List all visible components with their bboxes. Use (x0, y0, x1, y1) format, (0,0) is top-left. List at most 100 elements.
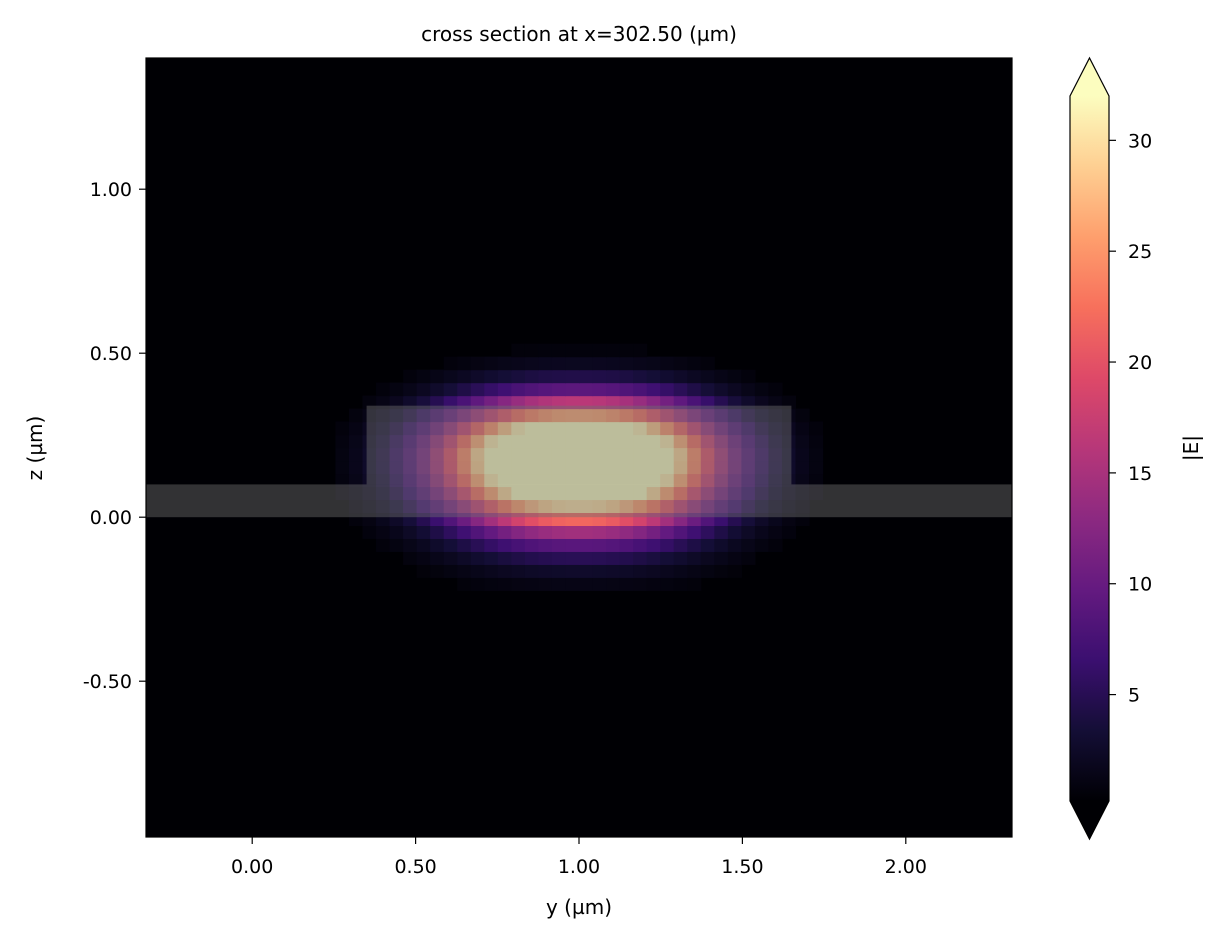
heatmap-cell (633, 538, 648, 552)
heatmap-cell (551, 525, 567, 539)
heatmap-cell (673, 512, 688, 526)
heatmap-cell (362, 421, 377, 436)
colorbar-tick-label: 10 (1128, 574, 1152, 596)
heatmap-cell (606, 551, 621, 565)
heatmap-cell (484, 421, 499, 436)
heatmap-cell (538, 499, 553, 514)
heatmap-cell (727, 395, 742, 410)
heatmap-cell (484, 369, 499, 384)
heatmap-cell (579, 473, 594, 488)
heatmap-cell (511, 538, 526, 552)
heatmap-cell (389, 382, 404, 397)
heatmap-cell (416, 395, 431, 410)
heatmap-cell (795, 512, 810, 526)
heatmap-cell (795, 473, 810, 488)
heatmap-cell (389, 421, 404, 436)
heatmap-cell (376, 408, 391, 423)
heatmap-cell (660, 564, 675, 578)
heatmap-cell (579, 434, 594, 449)
heatmap-cell (524, 486, 540, 501)
heatmap-cell (497, 499, 512, 514)
heatmap-cell (551, 538, 567, 552)
heatmap-cell (403, 408, 418, 423)
structure-rib (366, 405, 792, 485)
heatmap-cell (646, 551, 661, 565)
heatmap-cell (714, 369, 729, 384)
heatmap-cell (619, 382, 634, 397)
heatmap-cell (524, 421, 540, 436)
heatmap-cell (592, 538, 607, 552)
heatmap-cell (484, 434, 499, 449)
heatmap-cell (497, 382, 512, 397)
heatmap-cell (389, 486, 404, 501)
heatmap-cell (592, 434, 607, 449)
heatmap-cell (524, 460, 540, 475)
y-tick-label: 0.50 (90, 343, 132, 365)
heatmap-cell (768, 460, 783, 475)
plot-area (146, 58, 1012, 837)
heatmap-cell (579, 356, 594, 371)
heatmap-cell (335, 473, 350, 488)
heatmap-cell (538, 421, 553, 436)
heatmap-cell (768, 434, 783, 449)
heatmap-cell (376, 538, 391, 552)
heatmap-cell (754, 512, 770, 526)
heatmap-cell (470, 577, 485, 591)
heatmap-cell (714, 512, 729, 526)
heatmap-cell (565, 460, 580, 475)
heatmap-cell (700, 447, 715, 462)
heatmap-cell (687, 525, 702, 539)
heatmap-cell (714, 408, 729, 423)
heatmap-cell (389, 512, 404, 526)
heatmap-cell (714, 499, 729, 514)
heatmap-cell (457, 512, 472, 526)
y-tick-label: -0.50 (83, 671, 132, 693)
heatmap-cell (606, 408, 621, 423)
heatmap-cell (497, 421, 512, 436)
heatmap-cell (430, 551, 445, 565)
heatmap-cell (579, 408, 594, 423)
heatmap-cell (524, 577, 540, 591)
heatmap-cell (524, 564, 540, 578)
heatmap-cell (727, 421, 742, 436)
heatmap-cell (443, 408, 458, 423)
heatmap-cell (457, 460, 472, 475)
heatmap-cell (687, 395, 702, 410)
heatmap-cell (430, 395, 445, 410)
heatmap-cell (538, 382, 553, 397)
heatmap-cell (565, 564, 580, 578)
heatmap-cell (376, 421, 391, 436)
heatmap-cell (376, 434, 391, 449)
heatmap-cell (484, 577, 499, 591)
heatmap-cell (754, 460, 770, 475)
x-tick-label: 0.00 (231, 856, 273, 878)
heatmap-cell (416, 564, 431, 578)
heatmap-cell (416, 473, 431, 488)
heatmap-cell (714, 473, 729, 488)
heatmap-cell (335, 447, 350, 462)
heatmap-cell (741, 473, 756, 488)
colorbar-tick-label: 30 (1128, 130, 1152, 152)
y-axis: -0.50 0.00 0.50 1.00 (83, 179, 146, 693)
heatmap-cell (727, 564, 742, 578)
heatmap-cell (768, 525, 783, 539)
heatmap-cell (795, 447, 810, 462)
heatmap-cell (741, 408, 756, 423)
heatmap-cell (457, 408, 472, 423)
heatmap-cell (687, 382, 702, 397)
heatmap-cell (470, 408, 485, 423)
heatmap-cell (687, 564, 702, 578)
heatmap-cell (646, 421, 661, 436)
heatmap-cell (646, 512, 661, 526)
heatmap-cell (754, 421, 770, 436)
heatmap-cell (511, 343, 526, 358)
heatmap-cell (470, 421, 485, 436)
heatmap-cell (633, 434, 648, 449)
heatmap-cell (348, 499, 364, 514)
heatmap-cell (660, 395, 675, 410)
heatmap-cell (633, 421, 648, 436)
heatmap-cell (362, 512, 377, 526)
heatmap-cell (633, 499, 648, 514)
heatmap-cell (741, 434, 756, 449)
heatmap-cell (376, 460, 391, 475)
